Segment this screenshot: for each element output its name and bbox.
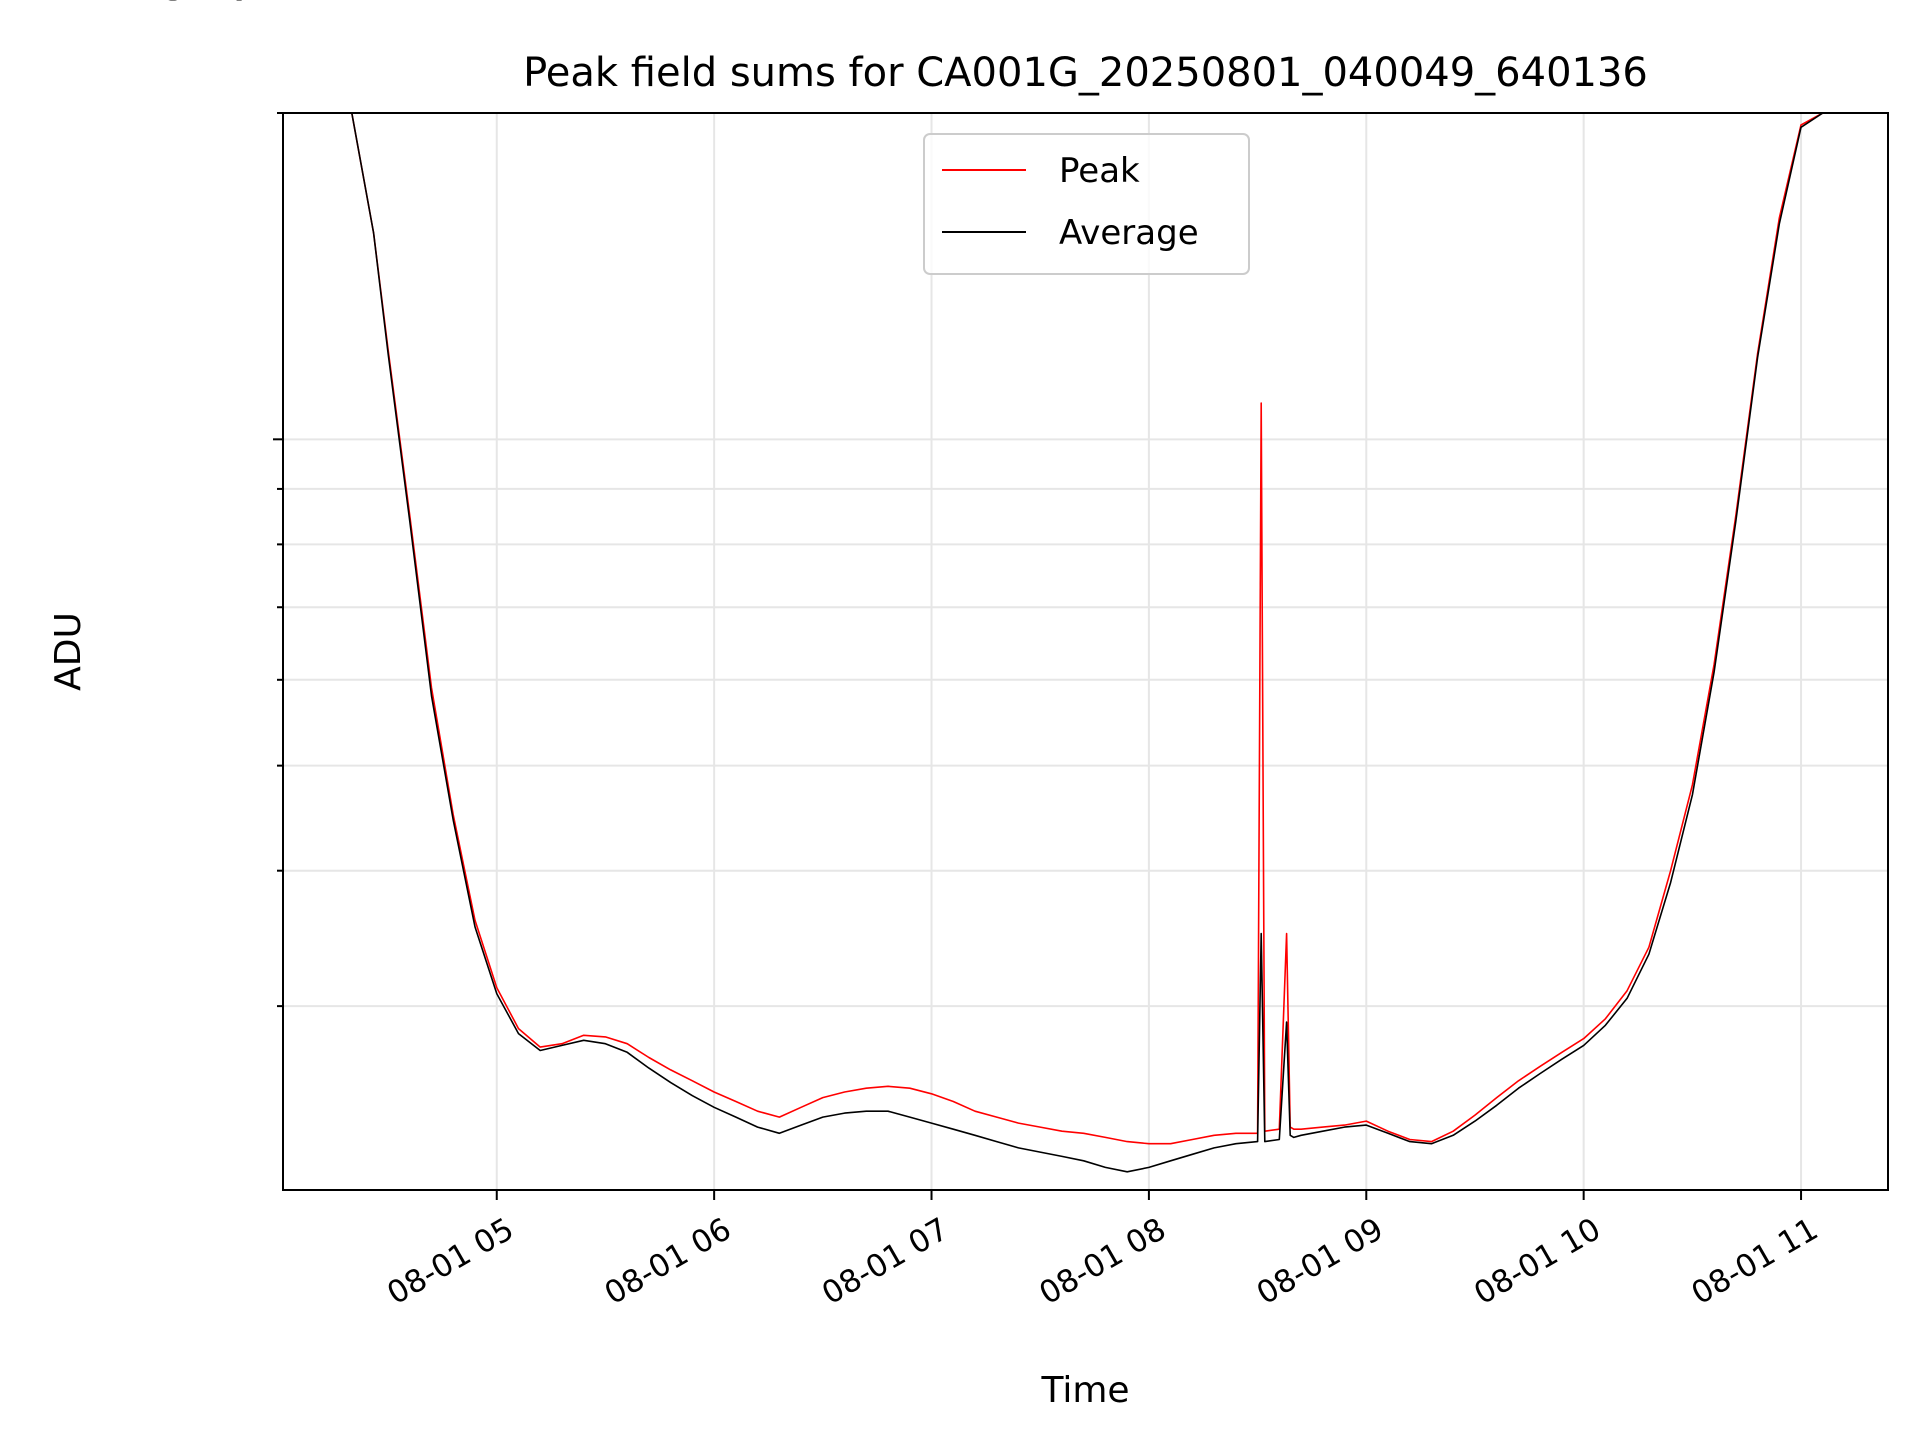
series-line-average bbox=[351, 112, 1824, 1173]
y-tick-label: 4×107 bbox=[164, 0, 263, 8]
y-tick-label: 3×107 bbox=[164, 0, 263, 8]
chart-title: Peak field sums for CA001G_20250801_0400… bbox=[523, 50, 1648, 96]
legend-label-average: Average bbox=[1059, 213, 1199, 253]
legend: Peak Average bbox=[923, 133, 1250, 275]
y-tick-label: 108 bbox=[210, 0, 263, 8]
plot-frame bbox=[282, 112, 1889, 1191]
y-tick-label: 6×107 bbox=[164, 0, 263, 8]
legend-label-peak: Peak bbox=[1059, 151, 1140, 191]
x-axis-label: Time bbox=[1040, 1370, 1129, 1411]
series-lines bbox=[351, 112, 1824, 1173]
y-axis-label: ADU bbox=[48, 612, 89, 691]
series-line-peak bbox=[351, 112, 1824, 1145]
y-tick-label: 2×108 bbox=[164, 0, 263, 8]
